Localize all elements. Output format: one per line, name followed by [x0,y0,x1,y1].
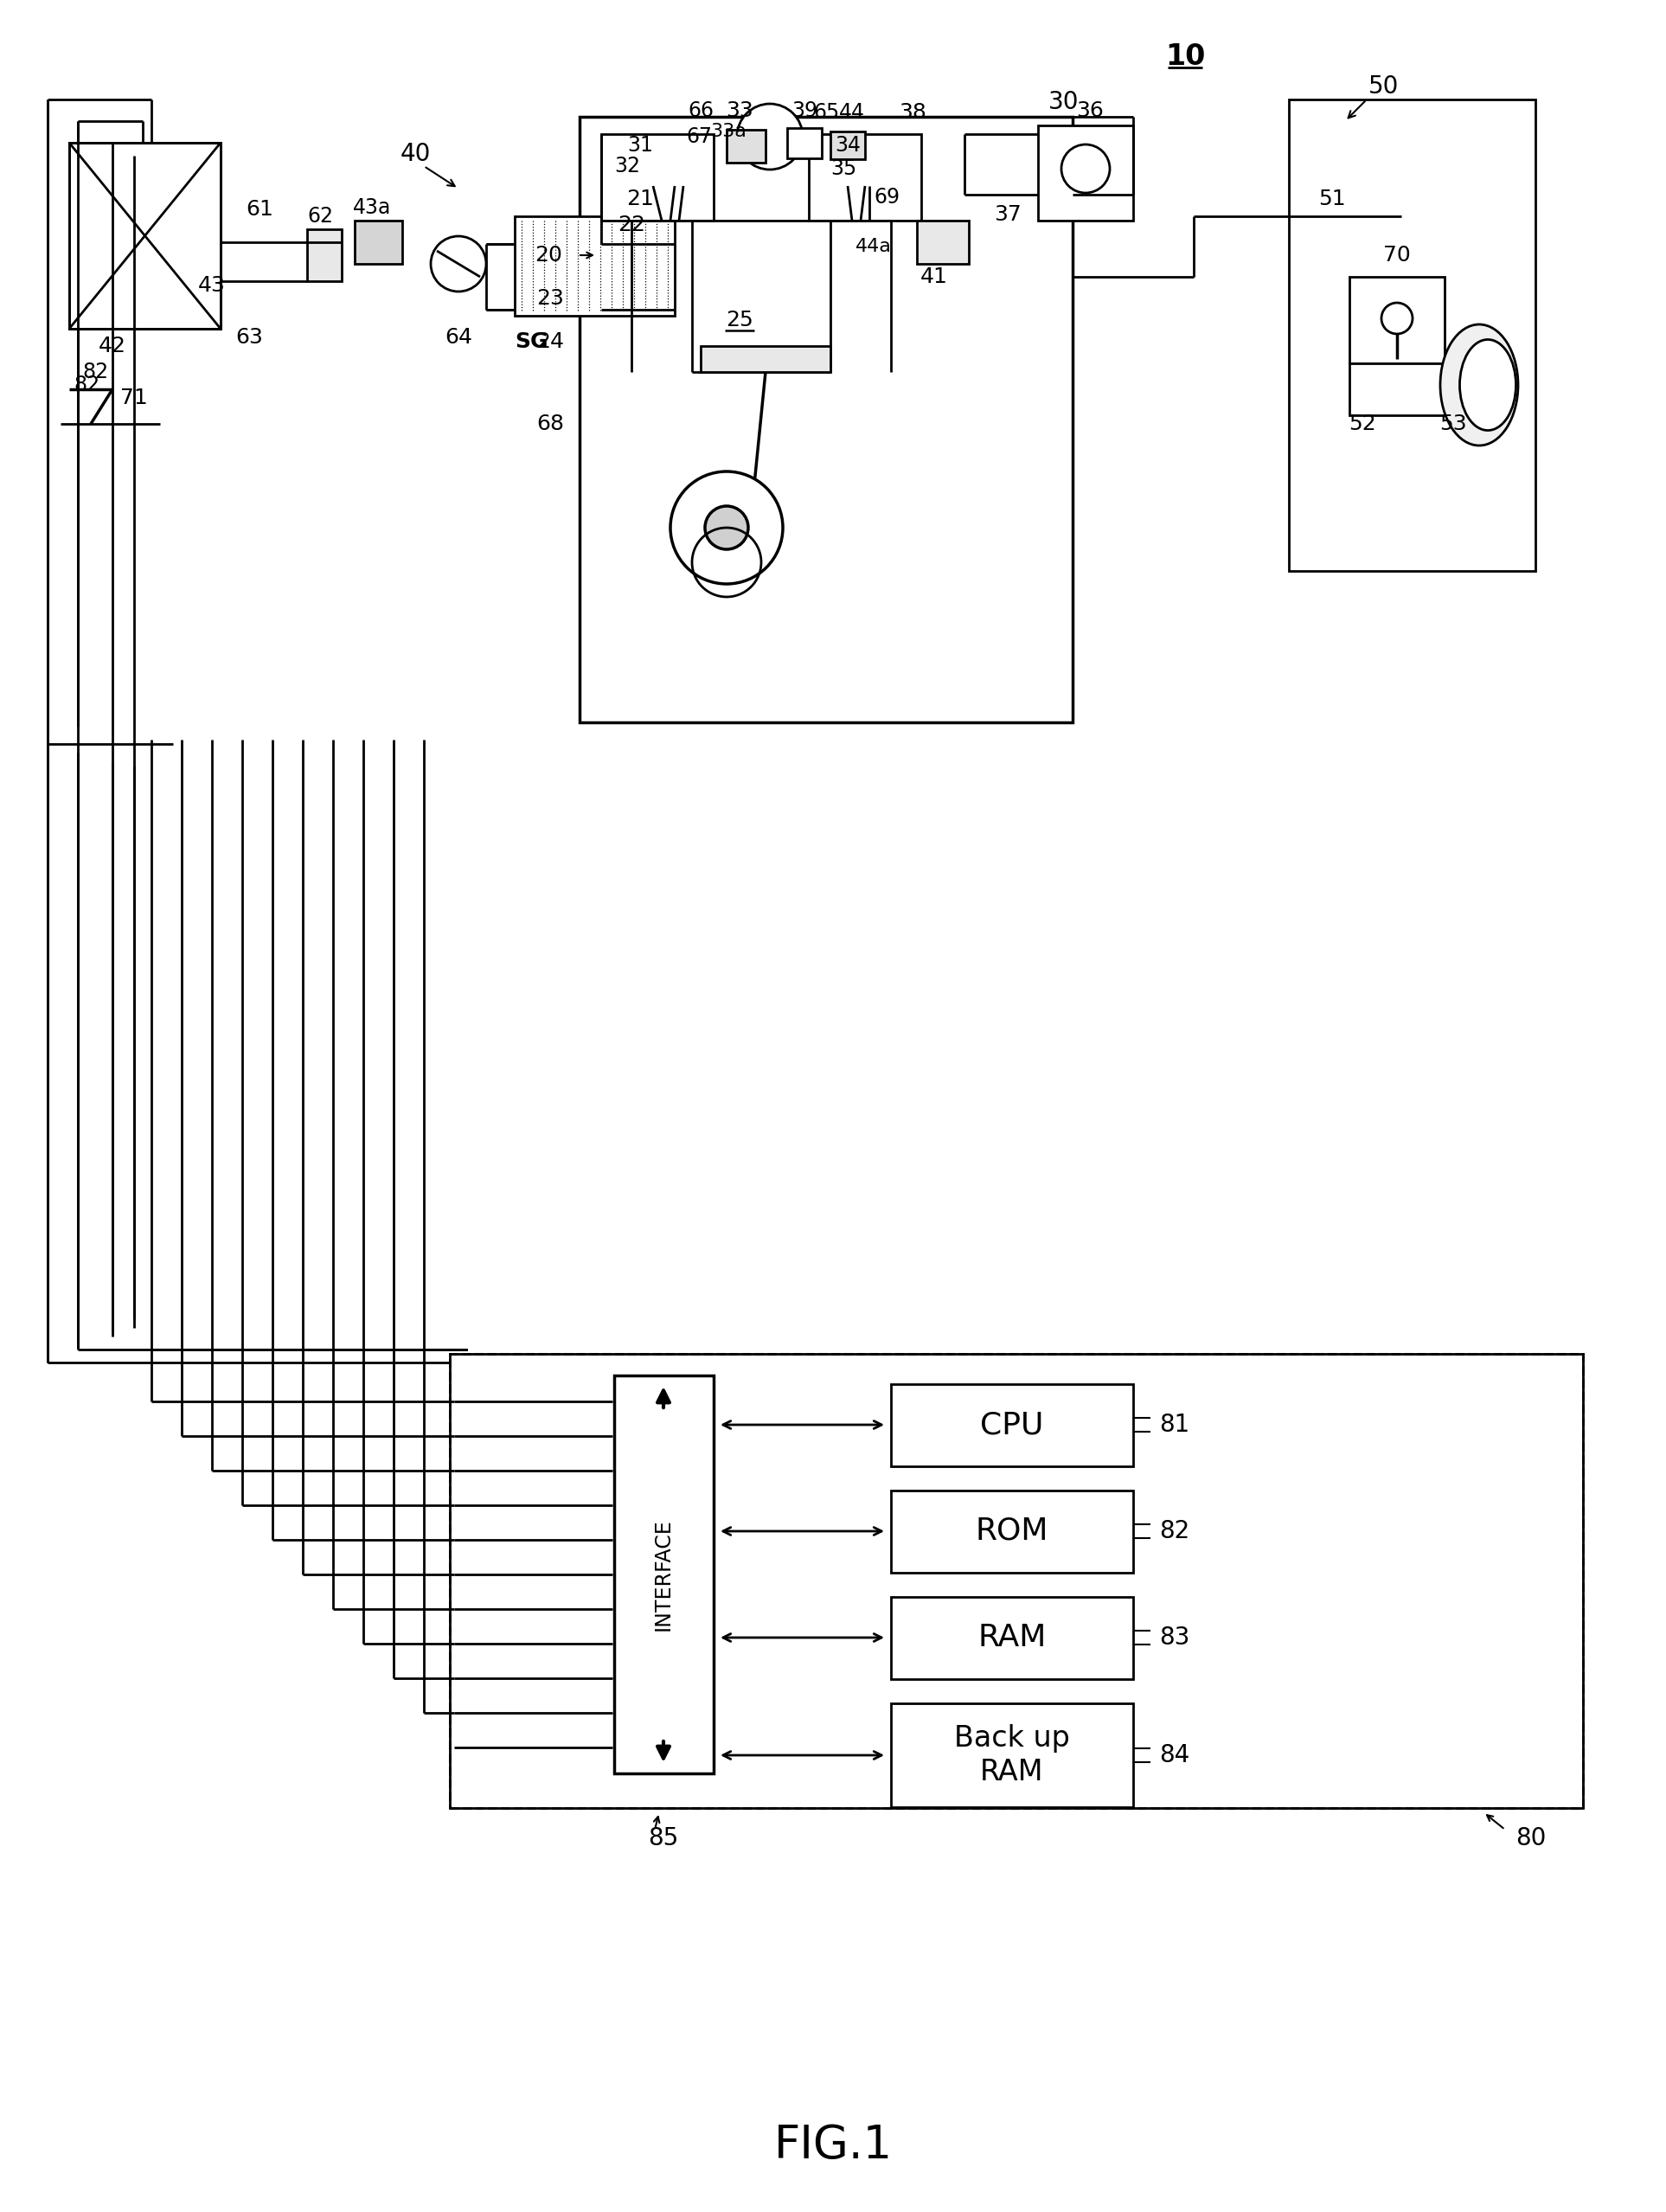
Text: 22: 22 [618,215,645,234]
Text: 84: 84 [1160,1743,1190,1767]
Text: 82: 82 [1160,1520,1190,1544]
Bar [450,1354,1583,1807]
Bar [891,1385,1133,1467]
Text: 80: 80 [1516,1827,1546,1851]
Text: SG: SG [515,332,548,352]
Text: 52: 52 [1349,414,1376,434]
Bar [726,131,766,164]
Bar [830,131,865,159]
Bar [615,1376,713,1774]
Text: 71: 71 [120,387,148,409]
Bar [307,230,342,281]
Text: 67: 67 [686,126,711,146]
Text: 35: 35 [830,159,856,179]
Text: 42: 42 [98,336,127,356]
Text: 66: 66 [688,100,713,122]
Text: 63: 63 [235,327,263,347]
Text: 68: 68 [536,414,565,434]
Bar [70,144,220,330]
Text: ROM: ROM [976,1517,1048,1546]
Text: 44a: 44a [856,239,891,254]
Text: 39: 39 [791,100,818,122]
Text: CPU: CPU [980,1409,1045,1440]
Text: 65: 65 [813,102,840,124]
Text: 32: 32 [615,155,640,177]
Text: Back up
RAM: Back up RAM [955,1725,1070,1785]
Text: 38: 38 [898,102,926,124]
Text: 50: 50 [1369,75,1399,100]
Text: 44: 44 [840,102,865,124]
Text: 64: 64 [445,327,471,347]
Circle shape [705,507,748,549]
Text: 23: 23 [536,288,565,310]
Text: 43: 43 [198,274,225,296]
Text: 41: 41 [920,265,948,288]
Text: 24: 24 [536,332,565,352]
Bar [891,1703,1133,1807]
Text: 21: 21 [626,188,653,210]
Ellipse shape [1459,341,1516,431]
Bar [70,144,220,330]
Circle shape [736,104,803,170]
Text: 83: 83 [1160,1626,1190,1650]
Text: 30: 30 [1048,91,1080,115]
Text: 31: 31 [626,135,653,155]
Text: 61: 61 [245,199,273,219]
Text: 82: 82 [73,374,100,396]
Text: 62: 62 [307,206,333,226]
Text: 33a: 33a [710,124,746,139]
Text: 37: 37 [995,204,1021,226]
Text: 25: 25 [726,310,753,330]
Text: 51: 51 [1318,188,1346,210]
Bar [1349,363,1444,416]
Text: 69: 69 [873,186,900,208]
Text: 70: 70 [1383,246,1411,265]
Bar [891,1597,1133,1679]
Bar [786,128,821,159]
Text: RAM: RAM [978,1624,1046,1652]
Bar [1038,126,1133,221]
Text: 36: 36 [1076,100,1103,122]
Circle shape [1061,144,1110,192]
Bar [891,1491,1133,1573]
Text: 33: 33 [726,100,753,122]
Bar [515,217,675,316]
Text: INTERFACE: INTERFACE [653,1517,673,1630]
Bar [450,1354,1583,1807]
Bar [808,135,921,221]
Bar [916,221,970,263]
Bar [1349,276,1444,363]
Text: 10: 10 [1165,42,1205,71]
Text: 20: 20 [535,246,561,265]
Text: 40: 40 [400,142,430,166]
Text: FIG.1: FIG.1 [773,2124,893,2168]
Bar [1289,100,1536,571]
Text: 43a: 43a [353,197,392,219]
Bar [355,221,402,263]
Circle shape [670,471,783,584]
Text: 34: 34 [835,135,861,155]
Ellipse shape [1439,325,1518,445]
Text: 85: 85 [648,1827,678,1851]
Text: 53: 53 [1439,414,1466,434]
Text: 81: 81 [1160,1413,1190,1438]
Bar [601,135,713,221]
Bar [580,117,1073,723]
Bar [701,345,830,372]
Text: 82: 82 [82,361,108,383]
